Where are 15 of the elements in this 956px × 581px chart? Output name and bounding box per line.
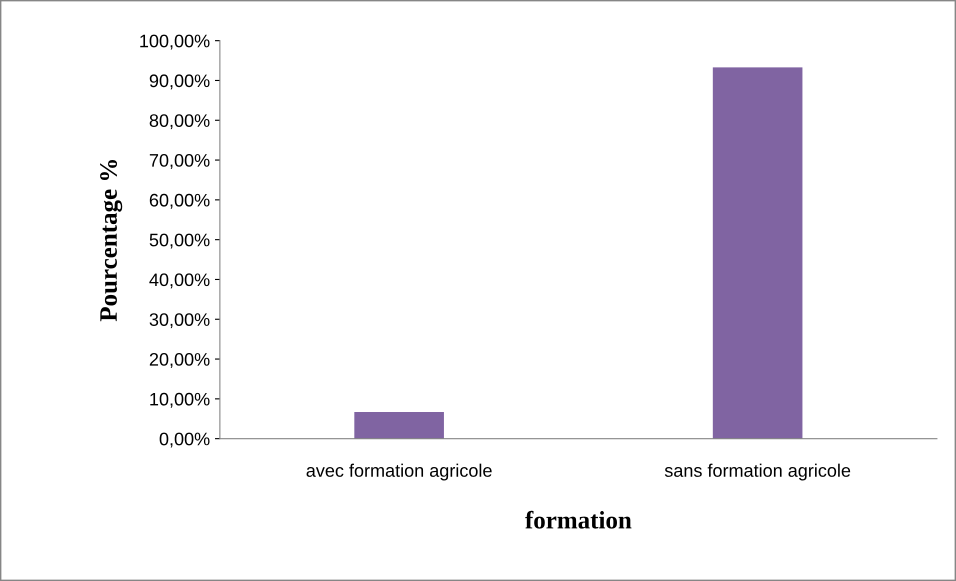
- x-tick-label: sans formation agricole: [664, 464, 850, 480]
- y-tick-label: 30,00%: [150, 313, 210, 328]
- x-tick-label: avec formation agricole: [306, 464, 492, 480]
- y-tick-label: 50,00%: [150, 234, 210, 249]
- x-axis-title: formation: [525, 510, 632, 529]
- y-tick-label: 10,00%: [150, 392, 210, 408]
- y-tick-label: 90,00%: [150, 74, 210, 90]
- y-tick-label: 70,00%: [150, 154, 210, 169]
- y-tick-label: 60,00%: [150, 194, 210, 209]
- y-axis-title: Pourcentage %: [100, 160, 122, 322]
- y-tick-label: 0,00%: [160, 432, 210, 448]
- y-tick-label: 100,00%: [140, 34, 210, 50]
- y-tick-label: 20,00%: [150, 352, 210, 368]
- y-tick-label: 80,00%: [150, 114, 210, 130]
- y-tick-label: 40,00%: [149, 273, 210, 288]
